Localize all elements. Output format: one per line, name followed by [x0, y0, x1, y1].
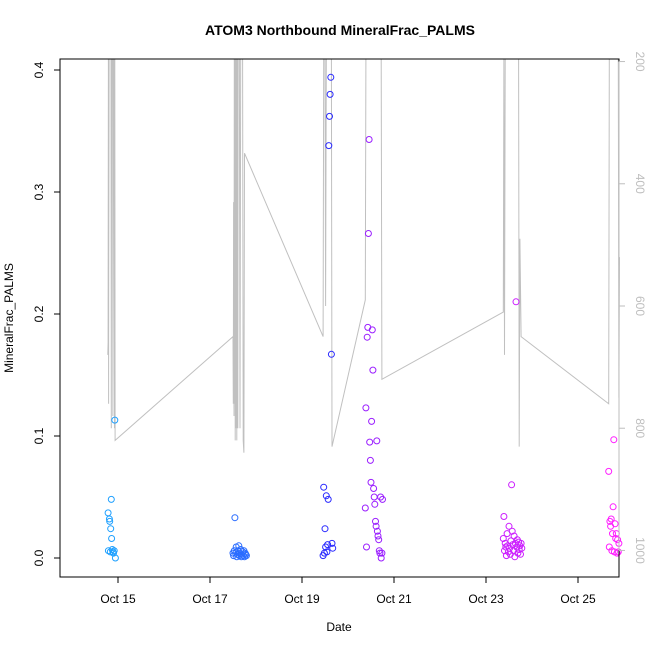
data-point [324, 541, 332, 549]
data-point [327, 73, 335, 81]
data-point [605, 467, 613, 475]
y-tick-label: 0.0 [32, 549, 46, 566]
data-point [242, 552, 250, 560]
data-point [613, 549, 621, 557]
data-point [377, 554, 385, 562]
data-point [323, 548, 331, 556]
y-axis: 0.0 0.1 0.2 0.3 0.4 [32, 61, 61, 566]
data-point [517, 539, 525, 547]
data-point [322, 492, 330, 500]
data-point [111, 416, 119, 424]
data-point [366, 438, 374, 446]
data-point [106, 517, 114, 525]
points-layer [104, 73, 623, 562]
data-point [367, 478, 375, 486]
flight-series-4 [361, 136, 386, 562]
data-point [508, 527, 516, 535]
data-point [321, 525, 329, 533]
data-point [324, 495, 332, 503]
x-tick-label: Oct 25 [560, 592, 596, 606]
data-point [363, 543, 370, 551]
data-point [108, 535, 116, 542]
data-point [502, 552, 510, 560]
data-point [370, 493, 378, 501]
pressure-line [107, 58, 620, 453]
data-point [609, 503, 617, 511]
data-point [368, 326, 376, 334]
data-point [508, 481, 516, 489]
x-axis: Oct 15 Oct 17 Oct 19 Oct 21 Oct 23 Oct 25 [100, 576, 596, 606]
data-point [235, 542, 243, 550]
y2-tick-label: 400 [633, 174, 647, 194]
data-point [361, 504, 369, 512]
data-point [104, 509, 112, 517]
data-point [375, 536, 383, 544]
data-point [325, 142, 333, 150]
data-point [614, 548, 622, 556]
data-point [372, 517, 379, 525]
y-axis-label: MineralFrac_PALMS [2, 263, 16, 373]
flight-series-1 [104, 416, 119, 562]
data-point [107, 525, 115, 533]
data-point [326, 90, 334, 98]
data-point [365, 136, 373, 143]
data-point [369, 366, 377, 374]
data-point [327, 350, 335, 358]
data-point [107, 495, 115, 503]
y2-tick-label: 800 [633, 418, 647, 438]
x-tick-label: Oct 19 [284, 592, 320, 606]
data-point [364, 230, 372, 237]
data-point [231, 514, 239, 522]
y2-tick-label: 600 [633, 296, 647, 316]
data-point [329, 544, 337, 552]
data-point [328, 539, 336, 547]
y-tick-label: 0.1 [32, 427, 46, 444]
data-point [373, 527, 381, 535]
data-point [372, 522, 380, 530]
data-point [609, 530, 616, 538]
data-point [610, 436, 618, 444]
data-point [614, 536, 622, 544]
data-point [379, 495, 386, 503]
data-point [371, 500, 379, 508]
data-point [368, 417, 376, 425]
data-point [362, 404, 370, 412]
y-tick-label: 0.2 [32, 305, 46, 322]
data-point [505, 522, 513, 530]
flight-series-3 [319, 73, 337, 560]
data-point [373, 437, 381, 445]
chart-title: ATOM3 Northbound MineralFrac_PALMS [205, 22, 475, 38]
data-point [500, 513, 508, 520]
x-tick-label: Oct 23 [468, 592, 504, 606]
x-axis-label: Date [326, 620, 352, 634]
data-point [611, 520, 619, 528]
x-tick-label: Oct 17 [192, 592, 228, 606]
flight-series-5 [499, 298, 526, 561]
data-point [378, 549, 386, 557]
data-point [320, 483, 328, 491]
x-tick-label: Oct 15 [100, 592, 136, 606]
flight-series-2 [229, 514, 250, 561]
data-point [376, 549, 384, 557]
x-tick-label: Oct 21 [376, 592, 412, 606]
y2-tick-label: 200 [633, 52, 647, 72]
data-point [607, 515, 615, 523]
data-point [111, 554, 119, 562]
data-point [326, 112, 333, 120]
plot-frame [59, 58, 620, 578]
y-tick-label: 0.4 [32, 61, 46, 78]
y2-axis: 200 400 600 800 1000 [618, 52, 647, 564]
data-point [370, 485, 378, 492]
data-point [518, 544, 526, 552]
pressure-series [107, 58, 620, 453]
data-point [363, 333, 371, 341]
y2-tick-label: 1000 [633, 537, 647, 564]
data-point [366, 456, 374, 464]
y-tick-label: 0.3 [32, 183, 46, 200]
data-point [110, 547, 118, 555]
data-point [512, 298, 520, 306]
data-point [374, 532, 382, 540]
